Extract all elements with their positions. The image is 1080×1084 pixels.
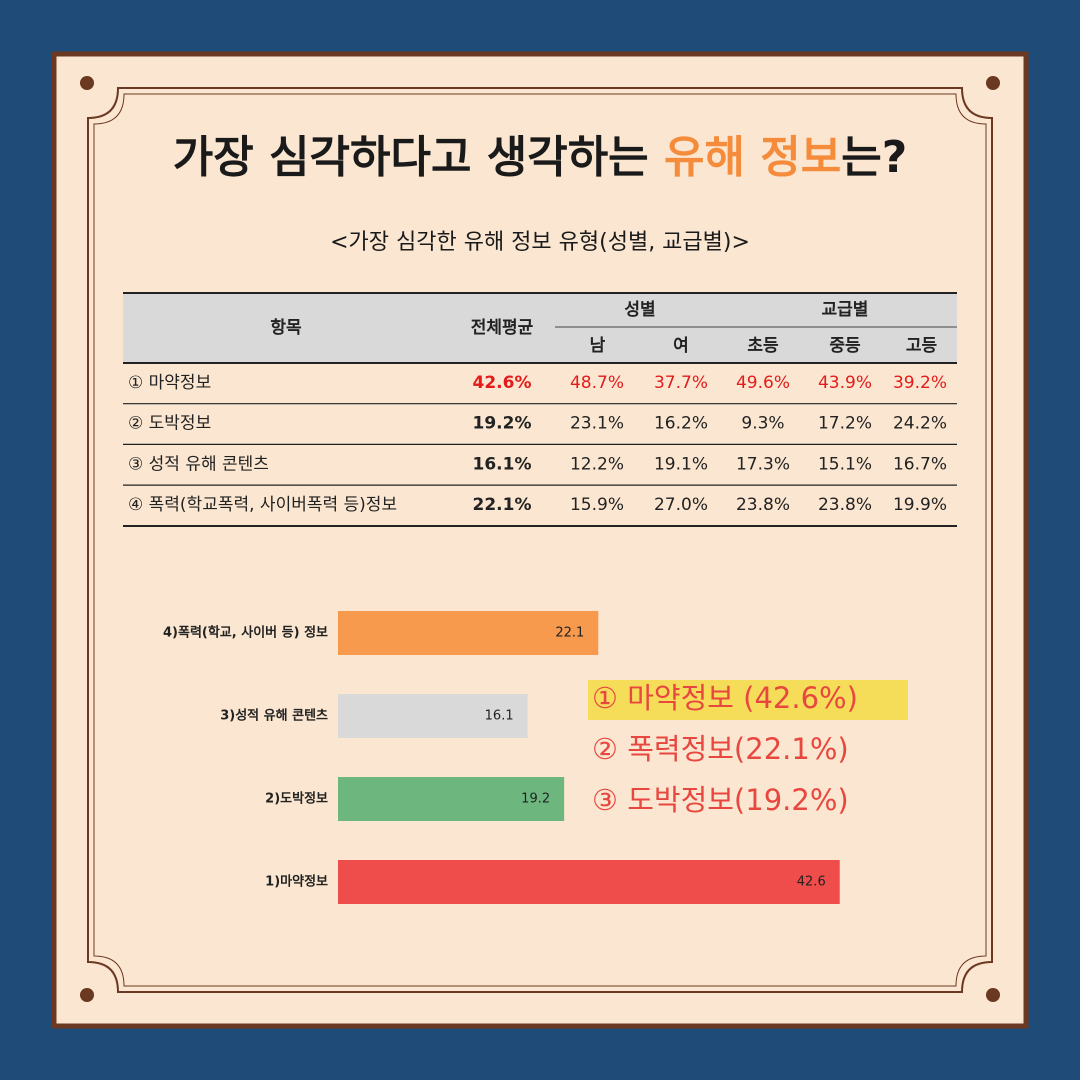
table-cell: 15.9% [570,495,624,515]
title-highlight: 유해 정보 [664,132,841,183]
category-label: 2)도박정보 [265,791,328,807]
category-label: 3)성적 유해 콘텐츠 [220,708,328,724]
data-label: 22.1 [555,626,584,641]
table-cell: 22.1% [473,495,532,515]
table-cell: 43.9% [818,373,872,393]
table-header: 중등 [829,336,861,356]
title-part: 는? [841,132,907,183]
table-cell: 9.3% [741,414,784,434]
table-header: 성별 [624,300,655,320]
table-header: 고등 [906,336,938,356]
corner-dot [986,988,1000,1002]
corner-dot [80,988,94,1002]
table-cell: 37.7% [654,373,708,393]
chart: 4)폭력(학교, 사이버 등) 정보 22.1 3)성적 유해 콘텐츠 16.1 2)도… [163,611,908,904]
table-cell: 17.3% [736,454,790,474]
table-cell: 27.0% [654,495,708,515]
title-part: 가장 심각하다고 생각하는 [173,132,664,183]
table-header: 전체평균 [471,318,534,338]
table-cell: 39.2% [893,373,947,393]
table-cell: 16.1% [473,454,532,474]
annotation: ② 폭력정보(22.1%) [592,732,849,766]
inner-border [93,93,987,987]
data-label: 19.2 [521,792,550,807]
table-cell: 23.8% [736,495,790,515]
table-header: 여 [673,336,689,356]
subtitle: <가장 심각한 유해 정보 유형(성별, 교급별)> [330,230,750,255]
bar [338,777,565,821]
bar [338,611,599,655]
table-cell: 49.6% [736,373,790,393]
table-cell: 16.2% [654,414,708,434]
table-header: 교급별 [822,300,869,320]
table-cell: 19.1% [654,454,708,474]
category-label: 1)마약정보 [265,874,328,890]
table-cell: ② 도박정보 [128,414,211,434]
title: 가장 심각하다고 생각하는 유해 정보는? [173,132,908,183]
table-header: 항목 [270,317,302,338]
table-cell: 19.9% [893,495,947,515]
table-cell: 24.2% [893,414,947,434]
inner-border [87,87,993,993]
corner-dot [80,76,94,90]
data-label: 42.6 [797,875,826,890]
table-header: 초등 [747,336,779,356]
table-cell: ① 마약정보 [128,373,211,393]
bar [338,860,840,904]
table-cell: 15.1% [818,454,872,474]
data-label: 16.1 [485,709,514,724]
table-cell: 48.7% [570,373,624,393]
table-cell: 23.8% [818,495,872,515]
corner-dot [986,76,1000,90]
table-header: 남 [590,336,606,356]
annotation-highlight [588,680,908,720]
table-header-bg [123,293,957,363]
table-cell: 19.2% [473,414,532,434]
table-cell: ④ 폭력(학교폭력, 사이버폭력 등)정보 [128,495,397,515]
table-cell: 16.7% [893,454,947,474]
table-cell: 23.1% [570,414,624,434]
table-cell: ③ 성적 유해 콘텐츠 [128,454,269,474]
annotation: ① 마약정보 (42.6%) [592,681,858,715]
table-cell: 12.2% [570,454,624,474]
bar [338,694,528,738]
annotation: ③ 도박정보(19.2%) [592,783,849,817]
category-label: 4)폭력(학교, 사이버 등) 정보 [163,625,328,641]
table-cell: 17.2% [818,414,872,434]
table-cell: 42.6% [473,373,532,393]
